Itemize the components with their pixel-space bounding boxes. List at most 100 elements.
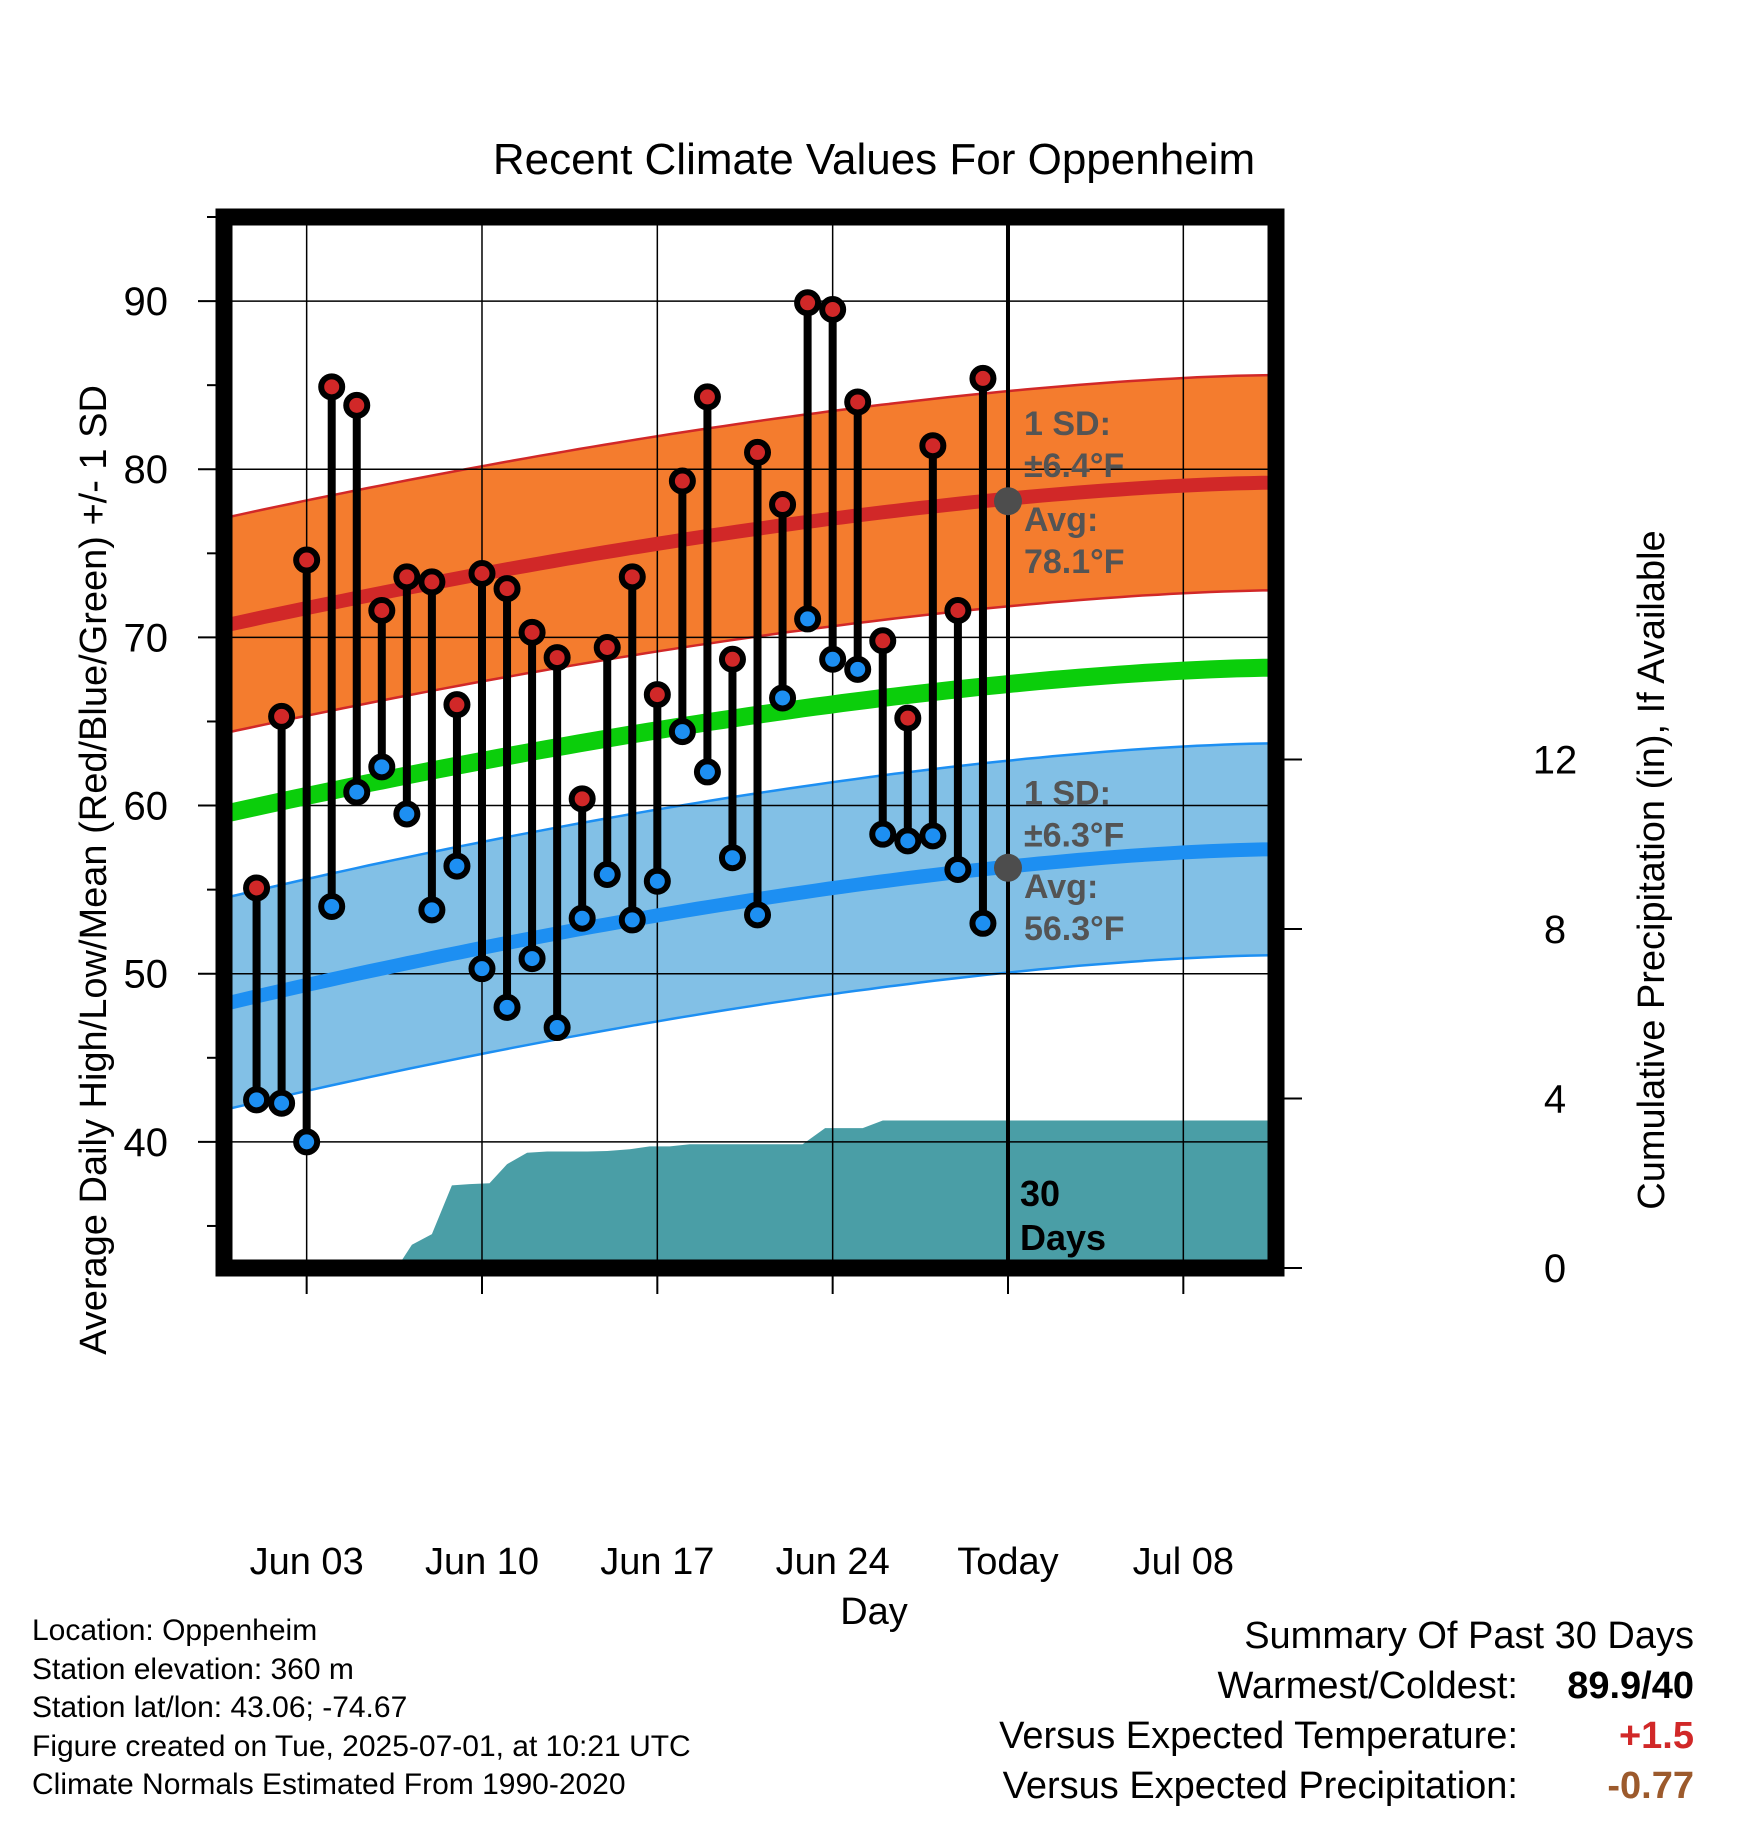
low-avg-value: 56.3°F <box>1024 910 1125 948</box>
summary-precip-row: Versus Expected Precipitation: -0.77 <box>999 1765 1694 1815</box>
low-sd-upper-edge <box>223 742 1277 900</box>
station-info: Location: Oppenheim Station elevation: 3… <box>32 1612 691 1805</box>
days-marker-word: Days <box>1020 1217 1106 1258</box>
high-sd-band <box>224 375 1276 734</box>
chart-fills <box>223 373 1277 1268</box>
daily-high-point <box>543 644 571 672</box>
daily-high-point <box>293 546 321 574</box>
plot-frame <box>215 208 1285 1277</box>
daily-low-point <box>468 955 496 983</box>
summary-panel: Summary Of Past 30 Days Warmest/Coldest:… <box>999 1615 1694 1815</box>
climate-normals-period: Climate Normals Estimated From 1990-2020 <box>32 1768 626 1801</box>
chart-frame <box>215 208 1285 1277</box>
y-right-tick-label: 8 <box>1544 908 1566 952</box>
low-avg-label: Avg: <box>1024 868 1098 906</box>
daily-high-point <box>593 633 621 661</box>
chart-axes: 40 50 60 70 80 90 0 4 8 12 Jun 03 Jun 10 Jun 17 Jun 2… <box>124 216 1578 1583</box>
station-elevation: Station elevation: 360 m <box>32 1652 354 1686</box>
daily-low-point <box>718 844 746 872</box>
daily-low-point <box>493 993 521 1021</box>
y-axis-label-right: Cumulative Precipitation (in), If Availa… <box>1631 530 1673 1209</box>
daily-high-point <box>493 575 521 603</box>
x-tick-label: Jun 10 <box>425 1541 539 1583</box>
chart-daily-points <box>243 289 997 1156</box>
daily-high-point <box>718 645 746 673</box>
daily-low-point <box>543 1014 571 1042</box>
daily-high-point <box>468 559 496 587</box>
temp-value: +1.5 <box>1618 1715 1694 1757</box>
high-sd-label: 1 SD: <box>1024 405 1111 443</box>
daily-low-point <box>418 896 446 924</box>
daily-low-point <box>443 852 471 880</box>
daily-high-point <box>919 432 947 460</box>
daily-high-point <box>643 681 671 709</box>
daily-low-point <box>693 758 721 786</box>
today-avg-low-dot <box>993 853 1022 882</box>
daily-high-point <box>318 373 346 401</box>
daily-high-point <box>944 596 972 624</box>
summary-warmest-row: Warmest/Coldest: 89.9/40 <box>999 1665 1694 1715</box>
x-axis-label: Day <box>840 1591 908 1633</box>
daily-low-point <box>844 655 872 683</box>
station-location: Location: Oppenheim <box>32 1614 318 1647</box>
y-left-tick-label: 40 <box>124 1121 169 1165</box>
daily-low-point <box>769 684 797 712</box>
days-marker-number: 30 <box>1020 1173 1060 1214</box>
daily-low-point <box>794 605 822 633</box>
precip-cumulative-area <box>256 1120 1277 1268</box>
precip-value: -0.77 <box>1607 1765 1694 1807</box>
high-sd-upper-edge <box>223 373 1277 520</box>
station-latlon: Station lat/lon: 43.06; -74.67 <box>32 1691 408 1724</box>
y-left-tick-label: 60 <box>124 785 169 829</box>
warmest-label: Warmest/Coldest: <box>1217 1665 1518 1707</box>
daily-high-point <box>618 563 646 591</box>
daily-high-point <box>744 438 772 466</box>
y-left-tick-label: 50 <box>124 953 169 997</box>
daily-low-point <box>643 867 671 895</box>
daily-high-point <box>243 874 271 902</box>
daily-high-point <box>794 289 822 317</box>
low-sd-band <box>224 743 1276 1110</box>
daily-high-point <box>568 785 596 813</box>
low-sd-label: 1 SD: <box>1024 775 1111 813</box>
chart-title: Recent Climate Values For Oppenheim <box>493 135 1255 184</box>
low-sd-lower-edge <box>223 953 1277 1112</box>
y-left-tick-label: 70 <box>124 616 169 660</box>
high-avg-value: 78.1°F <box>1024 543 1125 581</box>
daily-high-point <box>693 383 721 411</box>
daily-low-point <box>944 855 972 883</box>
daily-low-point <box>744 901 772 929</box>
low-sd-value: ±6.3°F <box>1024 817 1124 855</box>
daily-low-point <box>668 718 696 746</box>
avg-high-line <box>222 475 1277 633</box>
daily-low-point <box>318 892 346 920</box>
chart-daily-stems <box>252 302 987 1142</box>
daily-low-point <box>243 1086 271 1114</box>
y-left-tick-label: 90 <box>124 280 169 324</box>
daily-low-point <box>894 827 922 855</box>
daily-high-point <box>869 627 897 655</box>
high-avg-label: Avg: <box>1024 501 1098 539</box>
daily-high-point <box>844 388 872 416</box>
x-tick-label: Jun 03 <box>250 1541 364 1583</box>
daily-high-point <box>819 295 847 323</box>
daily-high-point <box>894 704 922 732</box>
daily-low-point <box>393 800 421 828</box>
daily-high-point <box>668 467 696 495</box>
chart-normal-lines <box>222 217 1277 1268</box>
daily-high-point <box>769 491 797 519</box>
y-right-tick-label: 0 <box>1544 1247 1566 1291</box>
summary-temp-row: Versus Expected Temperature: +1.5 <box>999 1715 1694 1765</box>
daily-low-point <box>618 906 646 934</box>
y-right-tick-label: 12 <box>1533 738 1578 782</box>
daily-low-point <box>969 909 997 937</box>
today-avg-high-dot <box>993 487 1022 516</box>
daily-low-point <box>518 945 546 973</box>
daily-high-point <box>368 596 396 624</box>
daily-high-point <box>518 618 546 646</box>
x-tick-label: Jul 08 <box>1133 1541 1234 1583</box>
daily-low-point <box>869 820 897 848</box>
high-sd-value: ±6.4°F <box>1024 447 1124 485</box>
daily-high-point <box>393 563 421 591</box>
